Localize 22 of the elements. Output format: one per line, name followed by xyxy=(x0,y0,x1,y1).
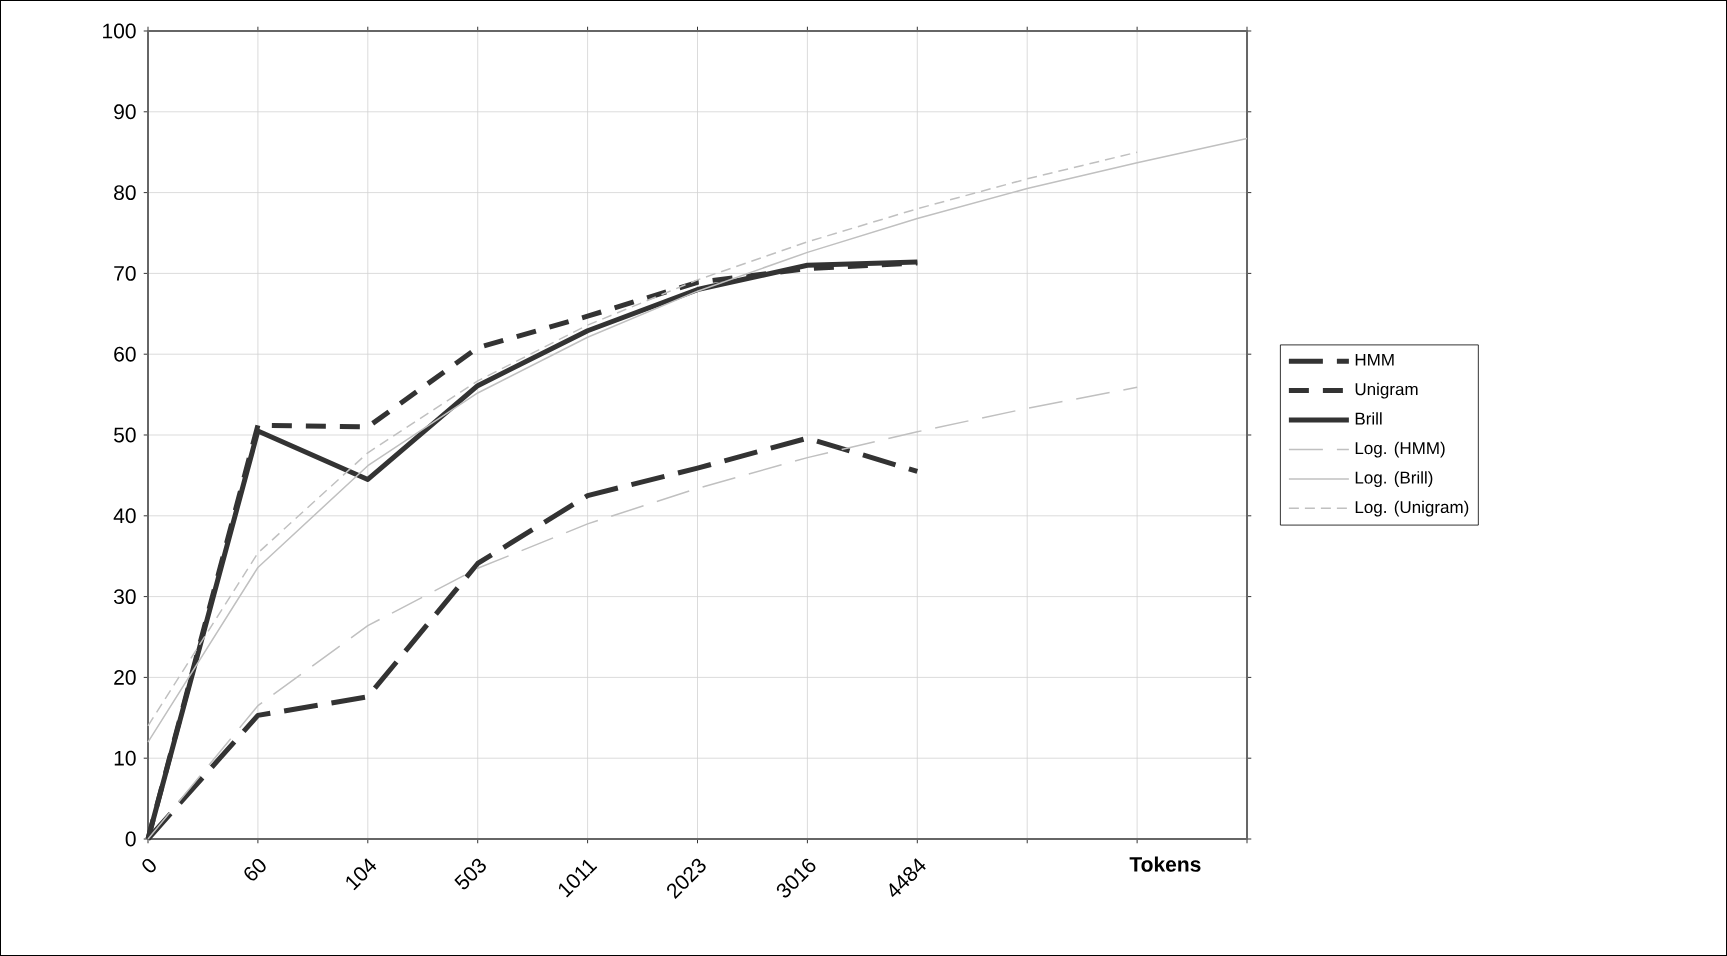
y-tick-label: 20 xyxy=(114,669,136,685)
y-tick-label: 80 xyxy=(114,185,136,201)
legend-label: Unigram xyxy=(1355,382,1418,399)
y-tick-label: 90 xyxy=(114,104,136,120)
x-axis-title: Tokens xyxy=(1129,856,1201,872)
legend-label: Log. (Brill) xyxy=(1355,471,1433,487)
y-tick-label: 100 xyxy=(103,23,136,39)
legend-label: Log. (HMM) xyxy=(1355,441,1445,458)
legend-label: HMM xyxy=(1355,353,1394,366)
y-tick-label: 70 xyxy=(114,265,136,281)
x-tick-label: 104 xyxy=(346,858,377,891)
y-tick-label: 0 xyxy=(125,831,136,847)
y-tick-label: 30 xyxy=(113,589,136,605)
y-tick-label: 10 xyxy=(114,750,136,766)
y-tick-label: 50 xyxy=(114,427,136,443)
y-tick-label: 60 xyxy=(114,346,136,362)
x-tick-label: 503 xyxy=(454,858,486,890)
legend-label: Brill xyxy=(1355,412,1382,425)
x-tick-label: 60 xyxy=(244,858,266,881)
y-tick-label: 40 xyxy=(113,508,136,524)
x-tick-label: 0 xyxy=(142,858,156,873)
legend-label: Log. (Unigram) xyxy=(1355,500,1469,517)
